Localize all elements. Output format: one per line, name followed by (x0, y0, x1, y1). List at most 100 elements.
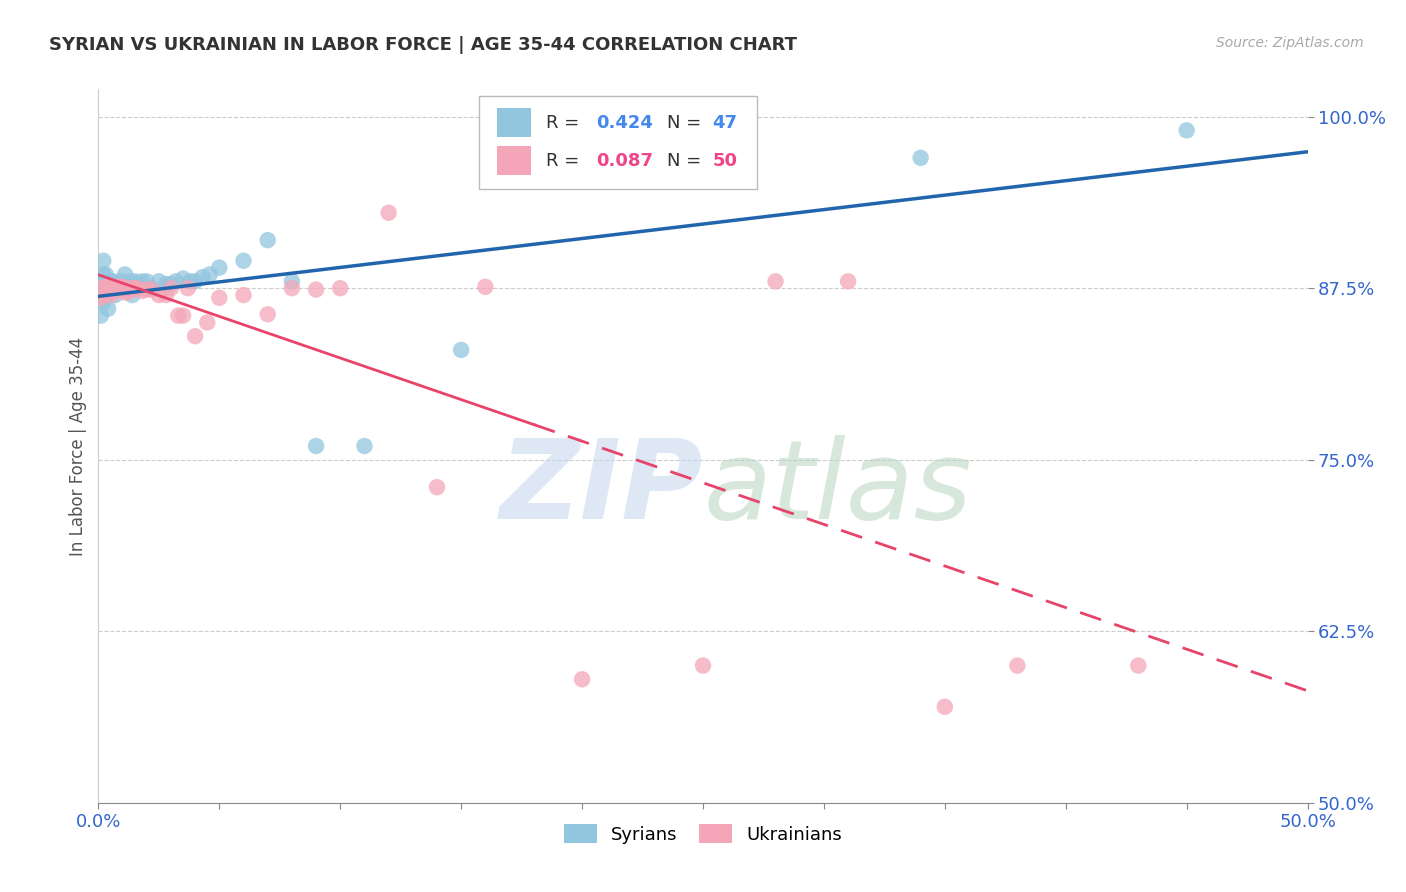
Point (94, 281, 117, 295)
Point (256, 307, 278, 321)
Y-axis label: In Labor Force | Age 35-44: In Labor Force | Age 35-44 (69, 336, 87, 556)
Point (232, 288, 254, 302)
Point (353, 439, 375, 453)
Point (101, 281, 124, 295)
Bar (498, 146, 531, 175)
Point (117, 281, 139, 295)
Point (121, 283, 143, 297)
Point (118, 274, 141, 288)
Point (100, 281, 122, 295)
Text: SYRIAN VS UKRAINIAN IN LABOR FORCE | AGE 35-44 CORRELATION CHART: SYRIAN VS UKRAINIAN IN LABOR FORCE | AGE… (49, 36, 797, 54)
Point (127, 281, 149, 295)
Text: N =: N = (666, 114, 707, 132)
Point (124, 281, 146, 295)
Point (1128, 658, 1150, 673)
Point (104, 280, 127, 294)
Text: R =: R = (546, 152, 585, 169)
Point (90, 281, 112, 295)
Point (160, 281, 183, 295)
Point (256, 233, 278, 247)
Point (124, 274, 146, 288)
Point (118, 281, 141, 295)
Point (172, 271, 194, 285)
Point (111, 281, 134, 295)
Point (108, 274, 131, 288)
Point (1007, 658, 1029, 673)
Point (377, 205, 399, 219)
Point (177, 281, 200, 295)
Point (108, 280, 131, 294)
Point (107, 283, 129, 297)
FancyBboxPatch shape (479, 96, 758, 189)
Point (191, 270, 214, 285)
Point (101, 285, 124, 300)
Point (208, 260, 231, 275)
Point (765, 274, 787, 288)
Text: 0.424: 0.424 (596, 114, 654, 132)
Point (97, 301, 120, 316)
Point (91, 253, 114, 268)
Point (135, 283, 157, 297)
Point (91, 281, 114, 295)
Point (100, 288, 122, 302)
Point (184, 274, 207, 288)
Point (94, 288, 117, 302)
Point (141, 281, 163, 295)
Point (97, 281, 120, 295)
Text: 0.087: 0.087 (596, 152, 654, 169)
Point (305, 439, 328, 453)
Point (90, 291, 112, 305)
Point (195, 316, 218, 330)
Point (100, 274, 122, 288)
Point (281, 274, 304, 288)
Point (90, 309, 112, 323)
Point (426, 480, 449, 494)
Point (281, 281, 304, 295)
Text: Source: ZipAtlas.com: Source: ZipAtlas.com (1216, 36, 1364, 50)
Point (100, 283, 122, 297)
Point (91, 294, 114, 309)
Text: N =: N = (666, 152, 707, 169)
Point (184, 329, 207, 343)
Legend: Syrians, Ukrainians: Syrians, Ukrainians (557, 817, 849, 851)
Point (155, 288, 177, 302)
Point (160, 277, 183, 291)
Point (167, 309, 190, 323)
Point (90, 288, 112, 302)
Point (101, 281, 124, 295)
Point (104, 288, 127, 302)
Point (837, 274, 859, 288)
Point (1175, 123, 1198, 137)
Point (692, 658, 714, 673)
Point (131, 284, 153, 298)
Text: ZIP: ZIP (499, 435, 703, 542)
Point (450, 343, 472, 357)
Point (107, 281, 129, 295)
Point (305, 283, 328, 297)
Point (571, 164, 593, 178)
Point (94, 280, 117, 294)
Point (97, 280, 120, 294)
Point (474, 280, 496, 294)
Text: atlas: atlas (703, 435, 972, 542)
Point (94, 285, 117, 300)
Point (90, 285, 112, 300)
Point (114, 268, 136, 282)
Point (571, 673, 593, 687)
Point (172, 309, 194, 323)
Point (329, 281, 352, 295)
Point (91, 268, 114, 282)
Point (91, 288, 114, 302)
Point (165, 274, 187, 288)
Point (208, 291, 231, 305)
Point (198, 268, 221, 282)
Text: R =: R = (546, 114, 585, 132)
Text: 50: 50 (713, 152, 738, 169)
Point (135, 274, 157, 288)
Point (179, 274, 201, 288)
Point (148, 288, 170, 302)
Point (90, 274, 112, 288)
Point (97, 283, 120, 297)
Point (127, 281, 149, 295)
Point (101, 274, 124, 288)
